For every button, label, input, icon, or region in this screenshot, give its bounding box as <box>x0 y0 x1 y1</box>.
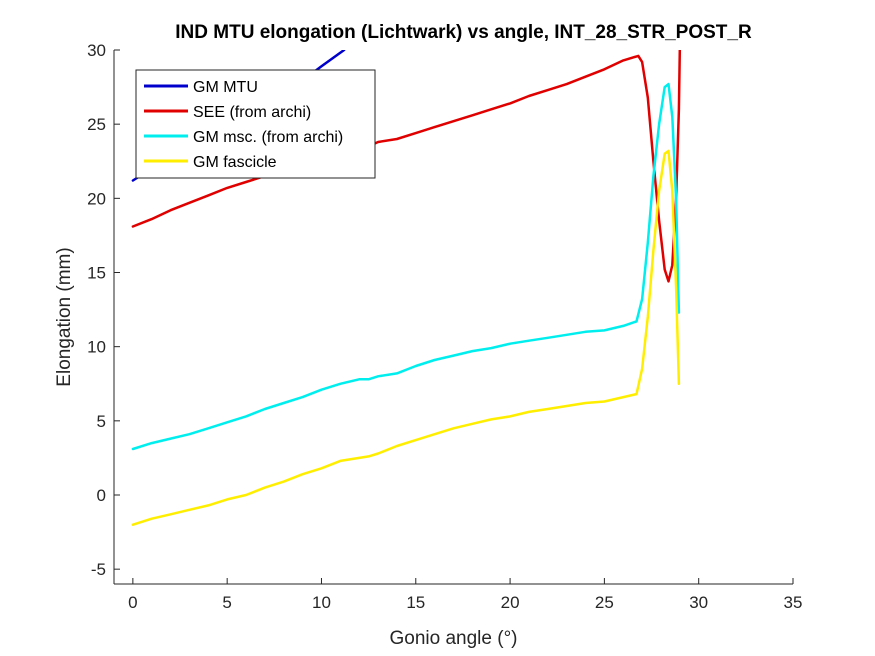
legend-entry-label: GM msc. (from archi) <box>193 129 343 146</box>
y-tick-label: 10 <box>87 338 106 357</box>
legend-entry-label: SEE (from archi) <box>193 104 311 121</box>
y-axis-label: Elongation (mm) <box>54 247 75 386</box>
series-line-4 <box>131 149 681 526</box>
x-tick-label: 30 <box>689 593 708 612</box>
y-tick-label: 5 <box>97 412 106 431</box>
y-tick-label: 15 <box>87 264 106 283</box>
legend-entry-label: GM MTU <box>193 79 258 96</box>
legend-entry-label: GM fascicle <box>193 154 277 171</box>
x-tick-label: 25 <box>595 593 614 612</box>
y-tick-label: 25 <box>87 115 106 134</box>
y-tick-label: 0 <box>97 486 106 505</box>
x-tick-label: 10 <box>312 593 331 612</box>
x-tick-label: 35 <box>784 593 803 612</box>
x-tick-label: 20 <box>501 593 520 612</box>
x-axis-ticks: 0 5 10 15 20 25 30 35 <box>128 578 802 612</box>
x-axis-label: Gonio angle (°) <box>390 628 518 649</box>
legend: GM MTU SEE (from archi) GM msc. (from arch… <box>135 69 376 179</box>
x-tick-label: 5 <box>222 593 231 612</box>
y-tick-label: 20 <box>87 189 106 208</box>
x-tick-label: 0 <box>128 593 137 612</box>
x-tick-label: 15 <box>406 593 425 612</box>
y-axis-ticks: -5 0 5 10 15 20 25 30 <box>87 41 120 579</box>
chart-title: IND MTU elongation (Lichtwark) vs angle,… <box>175 22 752 43</box>
series-line-3 <box>131 82 681 451</box>
y-tick-label: -5 <box>91 560 106 579</box>
y-tick-label: 30 <box>87 41 106 60</box>
